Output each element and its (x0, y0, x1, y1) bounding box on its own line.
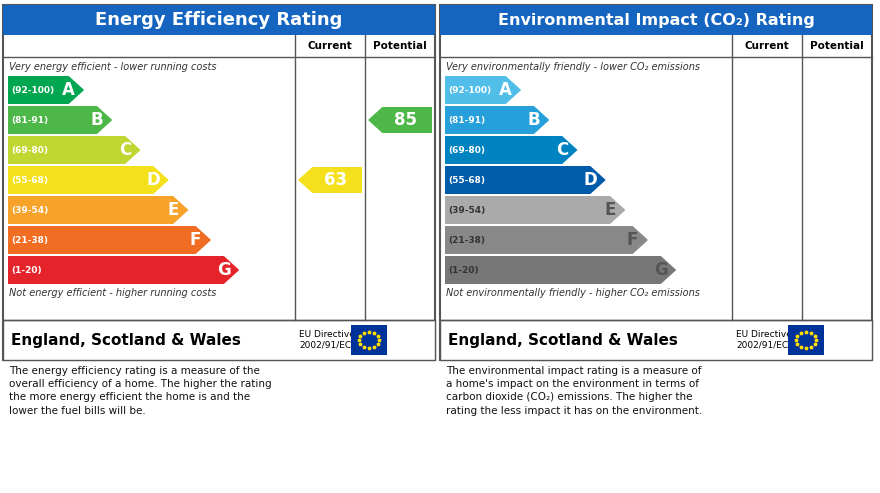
Text: (55-68): (55-68) (448, 176, 485, 184)
Text: (39-54): (39-54) (11, 206, 48, 214)
Text: 63: 63 (324, 171, 347, 189)
Polygon shape (8, 166, 169, 194)
Bar (351, 325, 387, 355)
Text: (55-68): (55-68) (11, 176, 48, 184)
Text: England, Scotland & Wales: England, Scotland & Wales (11, 332, 241, 348)
Text: F: F (627, 231, 638, 249)
Text: Current: Current (308, 41, 352, 51)
Polygon shape (8, 256, 239, 284)
Text: (1-20): (1-20) (11, 266, 41, 275)
Polygon shape (445, 226, 648, 254)
Polygon shape (8, 136, 141, 164)
Text: (81-91): (81-91) (11, 115, 48, 125)
Text: (21-38): (21-38) (11, 236, 48, 245)
Text: England, Scotland & Wales: England, Scotland & Wales (448, 332, 678, 348)
Text: Environmental Impact (CO₂) Rating: Environmental Impact (CO₂) Rating (497, 12, 814, 28)
Bar (3, 320, 435, 360)
Polygon shape (445, 136, 577, 164)
Polygon shape (8, 106, 113, 134)
Bar (3, 5, 435, 360)
Bar (440, 320, 872, 360)
Polygon shape (445, 106, 549, 134)
Text: D: D (146, 171, 160, 189)
Text: (1-20): (1-20) (448, 266, 479, 275)
Text: EU Directive
2002/91/EC: EU Directive 2002/91/EC (299, 330, 355, 350)
Text: C: C (119, 141, 131, 159)
Polygon shape (8, 76, 84, 104)
Text: (69-80): (69-80) (11, 145, 48, 154)
Bar (788, 325, 824, 355)
Text: (69-80): (69-80) (448, 145, 485, 154)
Text: Very energy efficient - lower running costs: Very energy efficient - lower running co… (9, 62, 216, 72)
Polygon shape (368, 107, 432, 133)
Text: D: D (583, 171, 598, 189)
Text: Not environmentally friendly - higher CO₂ emissions: Not environmentally friendly - higher CO… (446, 288, 700, 298)
Text: (39-54): (39-54) (448, 206, 485, 214)
Text: The environmental impact rating is a measure of
a home's impact on the environme: The environmental impact rating is a mea… (446, 366, 702, 416)
Text: Potential: Potential (373, 41, 427, 51)
Text: (21-38): (21-38) (448, 236, 485, 245)
Polygon shape (8, 196, 188, 224)
Text: F: F (190, 231, 202, 249)
Text: (92-100): (92-100) (448, 85, 491, 95)
Text: B: B (528, 111, 540, 129)
Text: 85: 85 (393, 111, 416, 129)
Polygon shape (8, 226, 211, 254)
Text: G: G (217, 261, 231, 279)
Text: E: E (605, 201, 616, 219)
Text: G: G (654, 261, 668, 279)
Text: B: B (91, 111, 103, 129)
Text: E: E (167, 201, 179, 219)
Text: EU Directive
2002/91/EC: EU Directive 2002/91/EC (736, 330, 792, 350)
Text: A: A (62, 81, 75, 99)
Polygon shape (445, 196, 626, 224)
Text: A: A (499, 81, 512, 99)
Text: (92-100): (92-100) (11, 85, 55, 95)
Text: C: C (556, 141, 568, 159)
Bar (440, 5, 872, 360)
Text: Very environmentally friendly - lower CO₂ emissions: Very environmentally friendly - lower CO… (446, 62, 700, 72)
Text: The energy efficiency rating is a measure of the
overall efficiency of a home. T: The energy efficiency rating is a measur… (9, 366, 272, 416)
Text: Current: Current (744, 41, 789, 51)
Text: Energy Efficiency Rating: Energy Efficiency Rating (95, 11, 342, 29)
Polygon shape (298, 167, 362, 193)
Text: Potential: Potential (810, 41, 864, 51)
Polygon shape (445, 166, 605, 194)
Bar (3, 5, 435, 35)
Bar (440, 5, 872, 35)
Text: (81-91): (81-91) (448, 115, 485, 125)
Polygon shape (445, 76, 521, 104)
Polygon shape (445, 256, 676, 284)
Text: Not energy efficient - higher running costs: Not energy efficient - higher running co… (9, 288, 216, 298)
